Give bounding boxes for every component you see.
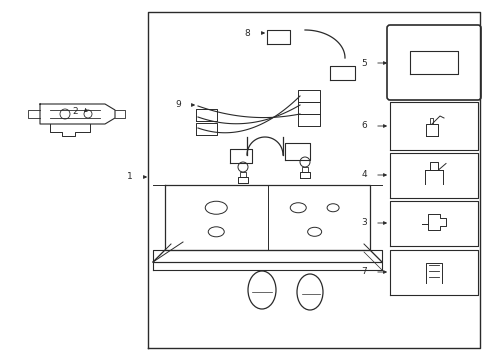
FancyBboxPatch shape bbox=[386, 25, 480, 100]
Text: 2: 2 bbox=[72, 108, 78, 117]
Text: 6: 6 bbox=[360, 121, 366, 130]
Text: 8: 8 bbox=[244, 28, 249, 37]
Text: 5: 5 bbox=[360, 58, 366, 68]
Text: 4: 4 bbox=[361, 171, 366, 180]
Text: 9: 9 bbox=[175, 100, 181, 109]
Text: 1: 1 bbox=[127, 172, 133, 181]
Text: 3: 3 bbox=[360, 219, 366, 228]
Text: 7: 7 bbox=[360, 267, 366, 276]
